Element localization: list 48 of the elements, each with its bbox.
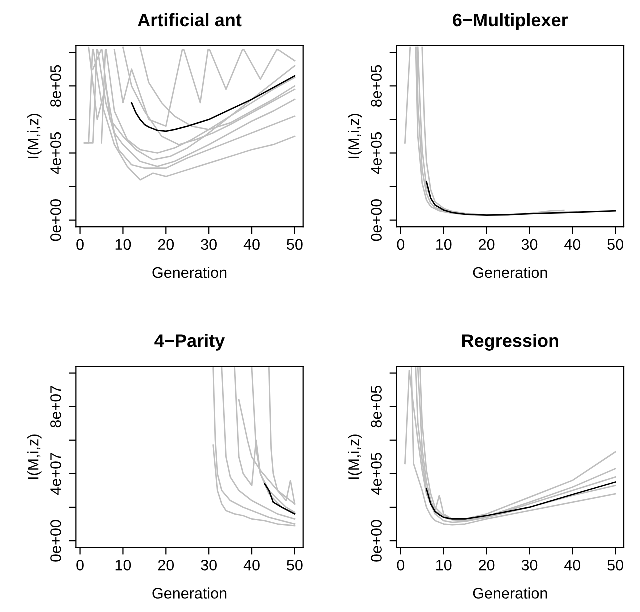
chart-title: 4−Parity xyxy=(154,334,226,351)
y-axis-title: I(M,i,z) xyxy=(348,114,362,158)
x-tick-label: 30 xyxy=(201,560,217,571)
x-tick-label: 40 xyxy=(244,560,260,571)
y-tick-label: 4e+05 xyxy=(371,453,382,496)
y-tick-label: 0e+00 xyxy=(371,199,382,242)
chart-title: Artificial ant xyxy=(138,13,242,27)
y-tick-label: 4e+07 xyxy=(50,453,62,496)
x-tick-label: 10 xyxy=(116,239,132,250)
x-tick-label: 0 xyxy=(76,560,84,571)
y-tick-label: 8e+07 xyxy=(50,386,62,428)
x-tick-label: 40 xyxy=(564,560,581,571)
x-tick-label: 0 xyxy=(397,560,405,571)
x-tick-label: 40 xyxy=(564,239,581,250)
x-tick-label: 20 xyxy=(158,560,174,571)
x-tick-label: 50 xyxy=(608,239,624,250)
x-tick-label: 30 xyxy=(522,239,538,250)
x-tick-label: 20 xyxy=(479,239,495,250)
x-tick-label: 50 xyxy=(608,560,624,571)
x-tick-label: 20 xyxy=(479,560,495,571)
chart-title: Regression xyxy=(462,334,558,351)
x-axis-title: Generation xyxy=(473,588,548,599)
y-tick-label: 0e+00 xyxy=(50,520,62,562)
x-tick-label: 0 xyxy=(397,239,405,250)
y-tick-label: 8e+05 xyxy=(371,65,382,107)
y-tick-label: 8e+05 xyxy=(371,386,382,428)
x-axis-title: Generation xyxy=(473,266,548,278)
x-tick-label: 50 xyxy=(287,239,303,250)
x-tick-label: 50 xyxy=(287,560,303,571)
y-axis-title: I(M,i,z) xyxy=(28,434,42,480)
x-tick-label: 10 xyxy=(116,560,132,571)
x-tick-label: 10 xyxy=(436,239,452,250)
x-axis-title: Generation xyxy=(152,266,227,278)
y-tick-label: 4e+05 xyxy=(371,132,382,174)
y-tick-label: 0e+00 xyxy=(50,199,62,242)
x-tick-label: 30 xyxy=(522,560,538,571)
x-tick-label: 0 xyxy=(76,239,84,250)
x-tick-label: 10 xyxy=(436,560,452,571)
y-axis-title: I(M,i,z) xyxy=(28,114,42,158)
y-axis-title: I(M,i,z) xyxy=(348,434,362,480)
x-tick-label: 20 xyxy=(158,239,174,250)
x-tick-label: 40 xyxy=(244,239,260,250)
chart-title: 6−Multiplexer xyxy=(453,13,568,30)
y-tick-label: 8e+05 xyxy=(50,65,62,107)
x-tick-label: 30 xyxy=(201,239,217,250)
y-tick-label: 4e+05 xyxy=(50,132,62,174)
x-axis-title: Generation xyxy=(152,588,227,599)
y-tick-label: 0e+00 xyxy=(371,520,382,562)
